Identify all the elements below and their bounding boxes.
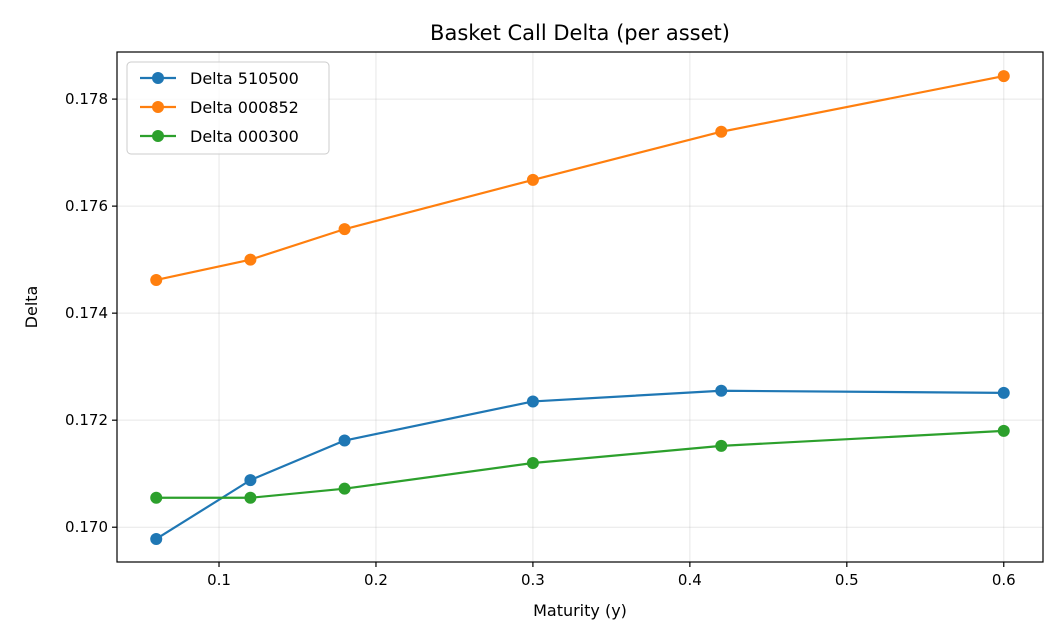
x-tick-label: 0.1 — [207, 571, 231, 589]
series-1 — [150, 70, 1010, 286]
data-point — [715, 439, 728, 452]
data-point — [526, 173, 539, 186]
y-axis-label: Delta — [22, 286, 41, 329]
legend-item: Delta 000300 — [140, 127, 299, 146]
data-point — [150, 532, 163, 545]
y-tick-label: 0.174 — [65, 304, 108, 322]
data-point — [244, 253, 257, 266]
data-point — [338, 223, 351, 236]
data-point — [997, 70, 1010, 83]
legend-marker — [152, 101, 164, 113]
series-0 — [150, 384, 1010, 545]
series-2 — [150, 424, 1010, 504]
legend-label: Delta 000852 — [190, 98, 299, 117]
data-point — [244, 491, 257, 504]
x-tick-label: 0.6 — [992, 571, 1016, 589]
y-tick-label: 0.176 — [65, 197, 108, 215]
data-point — [150, 273, 163, 286]
x-axis: 0.1 0.2 0.3 0.4 0.5 0.6 — [207, 562, 1016, 589]
data-point — [338, 434, 351, 447]
y-tick-label: 0.170 — [65, 518, 108, 536]
data-point — [150, 491, 163, 504]
legend-marker — [152, 130, 164, 142]
y-tick-label: 0.178 — [65, 90, 108, 108]
chart-title: Basket Call Delta (per asset) — [430, 21, 730, 45]
legend-label: Delta 510500 — [190, 69, 299, 88]
data-point — [997, 386, 1010, 399]
legend-item: Delta 510500 — [140, 69, 299, 88]
x-tick-label: 0.5 — [835, 571, 859, 589]
legend-label: Delta 000300 — [190, 127, 299, 146]
legend: Delta 510500 Delta 000852 Delta 000300 — [126, 61, 330, 155]
data-point — [526, 456, 539, 469]
legend-item: Delta 000852 — [140, 98, 299, 117]
y-axis: 0.170 0.172 0.174 0.176 0.178 — [65, 90, 117, 536]
x-tick-label: 0.2 — [364, 571, 388, 589]
series-line — [156, 75, 1004, 282]
data-point — [715, 384, 728, 397]
series-layer — [150, 70, 1010, 545]
series-line — [155, 389, 1004, 540]
legend-marker — [152, 72, 164, 84]
x-tick-label: 0.3 — [521, 571, 545, 589]
legend-box — [126, 61, 330, 155]
data-point — [338, 482, 351, 495]
data-point — [526, 395, 539, 408]
data-point — [997, 424, 1010, 437]
x-axis-label: Maturity (y) — [533, 601, 627, 620]
y-tick-label: 0.172 — [65, 411, 108, 429]
data-point — [715, 125, 728, 138]
series-line — [156, 429, 1004, 499]
plot-area-frame — [116, 51, 1044, 563]
data-point — [244, 474, 257, 487]
x-tick-label: 0.4 — [678, 571, 702, 589]
